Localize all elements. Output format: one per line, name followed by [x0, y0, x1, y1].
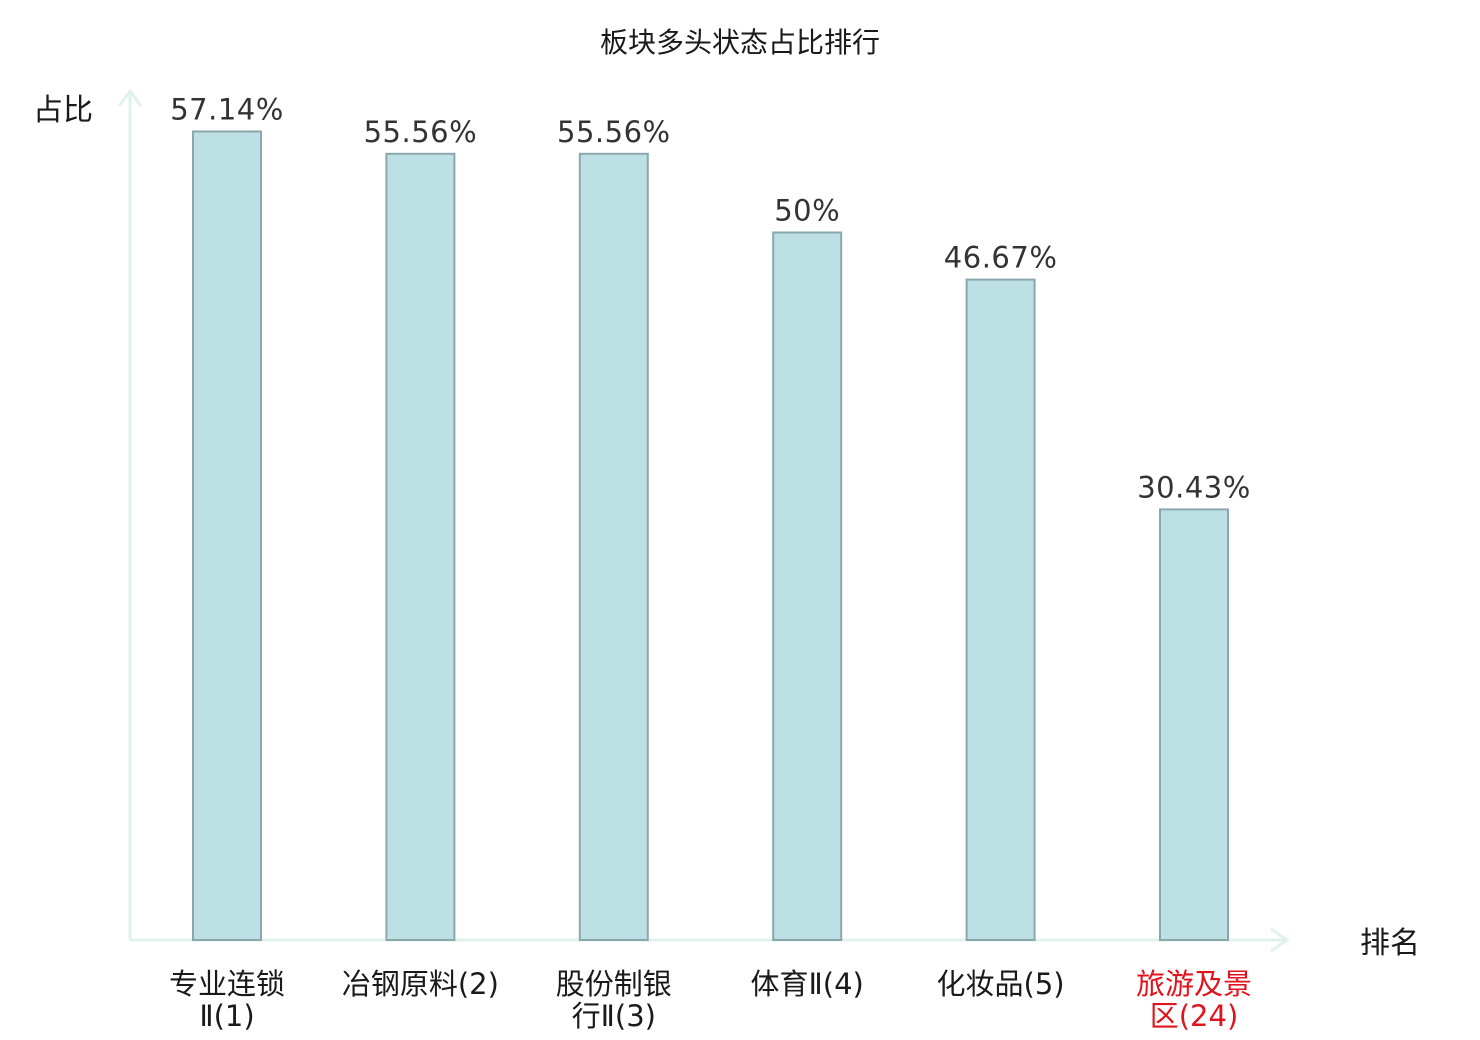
- category-label: Ⅱ(1): [199, 999, 254, 1033]
- bar: [578, 152, 649, 942]
- value-labels: 57.14% 55.56% 55.56% 50% 46.67% 30.43%: [170, 93, 1251, 505]
- bar: [772, 231, 843, 941]
- value-label: 57.14%: [170, 93, 284, 127]
- bar: [385, 152, 456, 942]
- category-label: 化妆品(5): [937, 967, 1065, 1001]
- bar: [1159, 508, 1229, 941]
- value-label: 55.56%: [557, 115, 671, 149]
- y-axis-arrowhead: [117, 88, 143, 107]
- category-label: 旅游及景: [1136, 967, 1252, 1001]
- category-label: 专业连锁: [169, 967, 285, 1001]
- value-label: 30.43%: [1137, 470, 1251, 504]
- value-label: 50%: [774, 194, 840, 228]
- bar: [192, 130, 262, 941]
- bar: [965, 278, 1036, 942]
- category-label: 体育Ⅱ(4): [751, 967, 864, 1001]
- x-axis-label: 排名: [1360, 926, 1420, 961]
- chart-title: 板块多头状态占比排行: [600, 26, 880, 59]
- category-label: 冶钢原料(2): [342, 967, 499, 1001]
- x-axis-arrowhead: [1270, 927, 1290, 953]
- bars: [192, 130, 1229, 942]
- category-label: 区(24): [1150, 999, 1239, 1033]
- axes: [117, 88, 1290, 953]
- category-label: 股份制银: [556, 967, 672, 1001]
- value-label: 55.56%: [364, 115, 478, 149]
- y-axis-label: 占比: [33, 93, 93, 128]
- category-label: 行Ⅱ(3): [572, 999, 656, 1033]
- value-label: 46.67%: [944, 241, 1058, 275]
